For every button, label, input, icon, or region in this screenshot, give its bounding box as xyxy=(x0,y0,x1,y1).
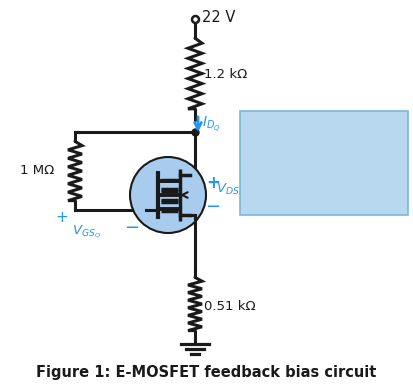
Text: 1 MΩ: 1 MΩ xyxy=(20,164,54,178)
Text: $V_{GS}$: $V_{GS}$ xyxy=(253,157,278,173)
Text: $_{\sf (on)}$: $_{\sf (on)}$ xyxy=(273,190,289,202)
Text: 0.51 kΩ: 0.51 kΩ xyxy=(204,300,256,313)
Text: −: − xyxy=(205,198,221,216)
Text: $V_{GS}$: $V_{GS}$ xyxy=(253,126,278,142)
Text: +: + xyxy=(206,174,220,192)
Text: = 5 mA: = 5 mA xyxy=(311,189,363,203)
Text: $_{\sf (on)}$: $_{\sf (on)}$ xyxy=(285,159,301,171)
Text: $I_{D_Q}$: $I_{D_Q}$ xyxy=(202,115,221,134)
Text: = 7 V: = 7 V xyxy=(311,158,350,172)
Text: 1.2 kΩ: 1.2 kΩ xyxy=(204,68,247,81)
Text: $V_{GS_Q}$: $V_{GS_Q}$ xyxy=(72,224,101,240)
Text: +: + xyxy=(56,211,69,226)
FancyBboxPatch shape xyxy=(240,111,408,215)
Text: $_{\sf (Th)}$: $_{\sf (Th)}$ xyxy=(285,128,301,140)
Text: $I_{D}$: $I_{D}$ xyxy=(253,188,266,204)
Text: 22 V: 22 V xyxy=(202,10,235,26)
Circle shape xyxy=(130,157,206,233)
Text: Figure 1: E-MOSFET feedback bias circuit: Figure 1: E-MOSFET feedback bias circuit xyxy=(36,365,377,380)
Text: $V_{DS_Q}$: $V_{DS_Q}$ xyxy=(216,182,245,198)
Text: = 4 V: = 4 V xyxy=(311,127,350,141)
Text: −: − xyxy=(124,219,140,237)
